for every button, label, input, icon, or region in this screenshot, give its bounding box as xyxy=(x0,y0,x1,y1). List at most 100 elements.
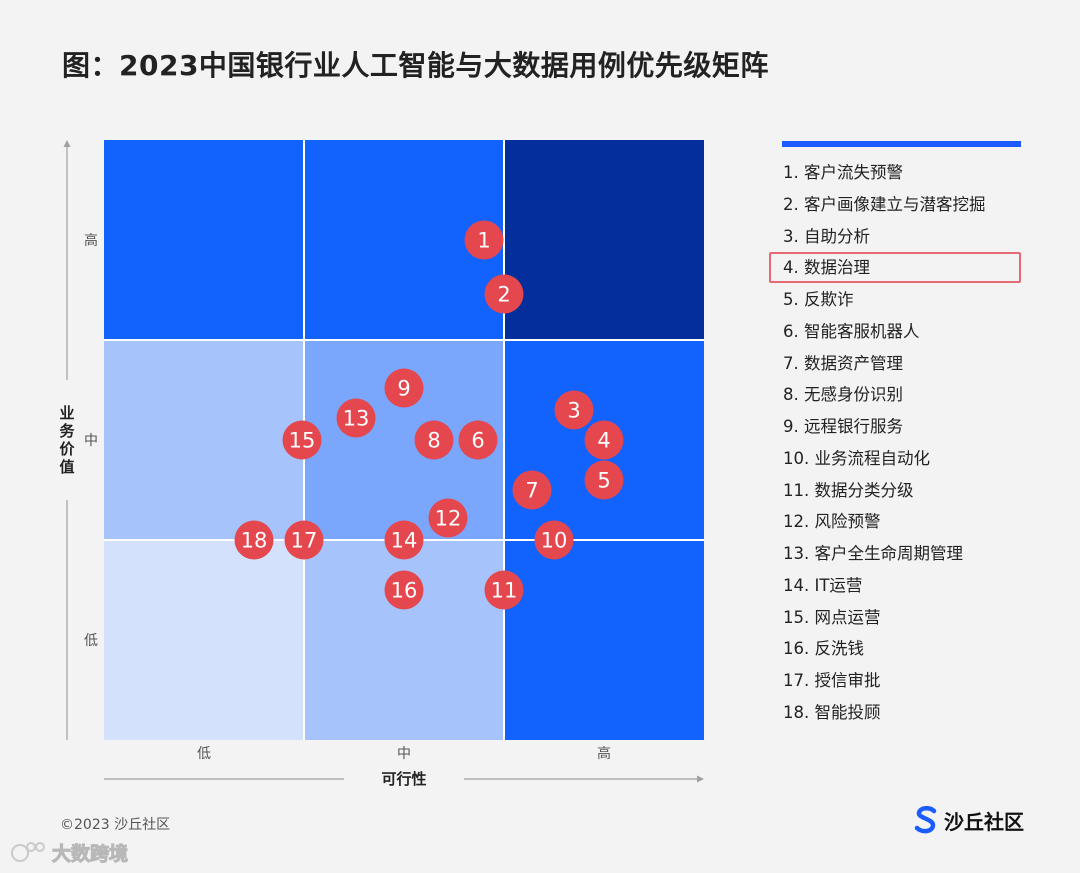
legend-item: 5. 反欺诈 xyxy=(783,290,854,309)
x-axis-title: 可行性 xyxy=(381,770,426,788)
brand-logo[interactable]: 沙丘社区 xyxy=(914,804,1024,836)
data-point-label: 1 xyxy=(477,229,490,253)
data-point-label: 18 xyxy=(241,529,268,553)
data-point: 13 xyxy=(336,398,376,438)
s-logo-icon xyxy=(914,806,937,834)
data-point-label: 14 xyxy=(391,529,418,553)
data-point-label: 5 xyxy=(597,469,610,493)
data-point-bubble xyxy=(458,420,498,460)
data-point: 10 xyxy=(534,520,574,560)
y-axis-arrow-icon xyxy=(63,140,71,147)
legend-item: 2. 客户画像建立与潜客挖掘 xyxy=(783,194,986,214)
data-point-label: 11 xyxy=(491,579,518,603)
data-point-label: 17 xyxy=(291,529,318,553)
x-tick-label: 高 xyxy=(597,745,611,762)
data-point: 17 xyxy=(284,520,324,560)
data-point: 7 xyxy=(512,470,552,510)
data-point-bubble xyxy=(554,390,594,430)
x-axis-arrow-icon xyxy=(697,775,704,783)
data-point: 1 xyxy=(464,220,504,260)
data-point-label: 7 xyxy=(525,479,538,503)
data-point: 3 xyxy=(554,390,594,430)
data-point: 12 xyxy=(428,498,468,538)
matrix-cell xyxy=(104,140,304,340)
data-point-bubble xyxy=(284,520,324,560)
legend-item: 18. 智能投顾 xyxy=(783,702,881,722)
legend-item: 7. 数据资产管理 xyxy=(783,353,903,373)
data-point-label: 15 xyxy=(289,429,316,453)
matrix-cell xyxy=(504,540,704,740)
legend-item: 6. 智能客服机器人 xyxy=(783,321,920,341)
copyright-text: ©2023 沙丘社区 xyxy=(60,817,171,833)
watermark-text: 大数跨境 xyxy=(51,842,129,865)
data-point-bubble xyxy=(384,520,424,560)
data-point-bubble xyxy=(534,520,574,560)
page-title: 图：2023中国银行业人工智能与大数据用例优先级矩阵 xyxy=(62,49,769,82)
data-point-bubble xyxy=(234,520,274,560)
legend-item: 16. 反洗钱 xyxy=(783,639,864,659)
data-point-label: 6 xyxy=(471,429,484,453)
legend-item: 13. 客户全生命周期管理 xyxy=(783,544,963,563)
legend-accent-bar xyxy=(782,141,1021,147)
x-tick-label: 低 xyxy=(197,746,211,762)
x-tick-label: 中 xyxy=(397,746,411,762)
legend-item: 11. 数据分类分级 xyxy=(783,480,914,500)
y-tick-label: 高 xyxy=(84,232,98,249)
data-point: 15 xyxy=(282,420,322,460)
data-point: 8 xyxy=(414,420,454,460)
matrix-cell xyxy=(504,140,704,340)
legend-item: 10. 业务流程自动化 xyxy=(783,448,930,468)
legend-item: 12. 风险预警 xyxy=(783,512,881,532)
legend-item: 15. 网点运营 xyxy=(783,607,881,627)
data-point-bubble xyxy=(428,498,468,538)
y-tick-label: 低 xyxy=(84,633,98,649)
legend-item: 14. IT运营 xyxy=(783,575,863,595)
data-point: 2 xyxy=(484,274,524,314)
watermark: 大数跨境 xyxy=(10,838,129,866)
matrix-axes: 低中高低中高可行性业务价值 xyxy=(59,140,704,788)
data-point: 9 xyxy=(384,368,424,408)
data-point: 11 xyxy=(484,570,524,610)
data-point-label: 10 xyxy=(541,529,568,553)
legend-item: 4. 数据治理 xyxy=(769,252,1021,284)
data-point-bubble xyxy=(584,420,624,460)
data-point: 14 xyxy=(384,520,424,560)
data-point-bubble xyxy=(336,398,376,438)
data-point-label: 2 xyxy=(497,283,510,307)
data-point: 16 xyxy=(384,570,424,610)
data-point-label: 3 xyxy=(567,399,580,423)
data-point: 4 xyxy=(584,420,624,460)
legend-item: 17. 授信审批 xyxy=(783,671,881,690)
data-point: 6 xyxy=(458,420,498,460)
data-point-bubble xyxy=(484,274,524,314)
data-point-bubble xyxy=(464,220,504,260)
matrix-cell xyxy=(304,540,504,740)
data-point-bubble xyxy=(584,460,624,500)
matrix-cell xyxy=(104,540,304,740)
data-point-bubble xyxy=(384,570,424,610)
brand-name: 沙丘社区 xyxy=(944,809,1024,834)
data-point-label: 4 xyxy=(597,429,610,453)
data-point-bubble xyxy=(384,368,424,408)
y-axis-title: 业务价值 xyxy=(59,404,75,476)
data-point: 18 xyxy=(234,520,274,560)
legend-item: 3. 自助分析 xyxy=(783,226,870,246)
legend-item: 9. 远程银行服务 xyxy=(783,417,903,436)
data-point-bubble xyxy=(512,470,552,510)
data-point-label: 9 xyxy=(397,377,410,401)
priority-matrix-chart: 低中高低中高可行性业务价值 12345678910111213141516171… xyxy=(59,140,704,788)
data-point-label: 12 xyxy=(435,507,462,531)
data-point-label: 8 xyxy=(427,429,440,453)
data-point-label: 13 xyxy=(343,407,370,431)
watermark-logo-icon xyxy=(11,842,45,862)
legend-item: 1. 客户流失预警 xyxy=(783,163,903,182)
data-point-bubble xyxy=(484,570,524,610)
legend-list: 1. 客户流失预警 2. 客户画像建立与潜客挖掘 3. 自助分析 4. 数据治理 5. … xyxy=(769,157,1021,729)
legend-item: 8. 无感身份识别 xyxy=(783,385,903,405)
matrix-cell xyxy=(104,340,304,540)
data-point-bubble xyxy=(414,420,454,460)
data-point-bubble xyxy=(282,420,322,460)
y-tick-label: 中 xyxy=(84,433,98,449)
data-point-label: 16 xyxy=(391,579,418,603)
